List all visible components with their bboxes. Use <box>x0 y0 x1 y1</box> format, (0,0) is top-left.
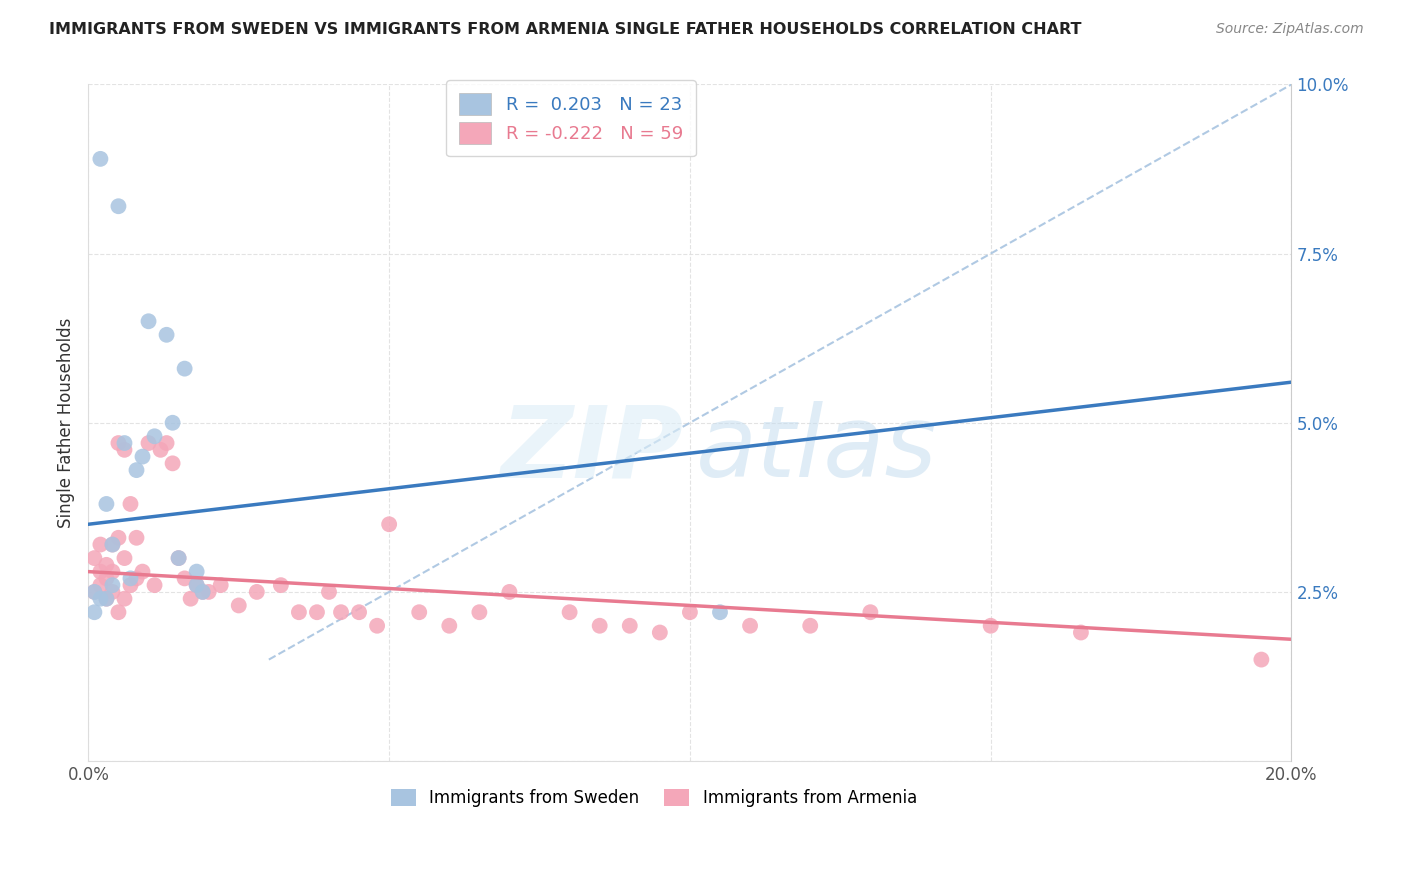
Point <box>318 585 340 599</box>
Point <box>180 591 202 606</box>
Point <box>197 585 219 599</box>
Point <box>305 605 328 619</box>
Point <box>125 571 148 585</box>
Point <box>89 152 111 166</box>
Point <box>143 429 166 443</box>
Point <box>96 591 118 606</box>
Point <box>89 537 111 551</box>
Point <box>107 436 129 450</box>
Point <box>101 537 124 551</box>
Point <box>738 619 761 633</box>
Point <box>96 558 118 572</box>
Point <box>143 578 166 592</box>
Point <box>155 436 177 450</box>
Point <box>679 605 702 619</box>
Point <box>330 605 353 619</box>
Point <box>83 605 105 619</box>
Point <box>83 585 105 599</box>
Point <box>89 591 111 606</box>
Point <box>270 578 292 592</box>
Legend: Immigrants from Sweden, Immigrants from Armenia: Immigrants from Sweden, Immigrants from … <box>384 782 924 814</box>
Point <box>101 578 124 592</box>
Point <box>138 314 160 328</box>
Point <box>83 585 105 599</box>
Point <box>162 456 184 470</box>
Point <box>366 619 388 633</box>
Point <box>101 585 124 599</box>
Point <box>125 463 148 477</box>
Point <box>89 578 111 592</box>
Point <box>114 442 136 457</box>
Point <box>155 327 177 342</box>
Point <box>228 599 250 613</box>
Point <box>96 591 118 606</box>
Point <box>709 605 731 619</box>
Point <box>439 619 461 633</box>
Point <box>120 571 142 585</box>
Point <box>191 585 214 599</box>
Point <box>408 605 430 619</box>
Point <box>468 605 491 619</box>
Point <box>246 585 269 599</box>
Point <box>162 416 184 430</box>
Text: ZIP: ZIP <box>501 401 683 499</box>
Point <box>498 585 520 599</box>
Text: IMMIGRANTS FROM SWEDEN VS IMMIGRANTS FROM ARMENIA SINGLE FATHER HOUSEHOLDS CORRE: IMMIGRANTS FROM SWEDEN VS IMMIGRANTS FRO… <box>49 22 1081 37</box>
Point <box>173 571 195 585</box>
Point <box>191 585 214 599</box>
Point <box>120 578 142 592</box>
Point <box>288 605 311 619</box>
Point <box>149 442 172 457</box>
Point <box>107 199 129 213</box>
Point <box>167 551 190 566</box>
Point <box>558 605 581 619</box>
Point <box>167 551 190 566</box>
Point <box>980 619 1002 633</box>
Point <box>101 565 124 579</box>
Text: atlas: atlas <box>696 401 938 499</box>
Point <box>173 361 195 376</box>
Point <box>96 571 118 585</box>
Point <box>589 619 612 633</box>
Point <box>186 578 208 592</box>
Point <box>83 551 105 566</box>
Point <box>186 578 208 592</box>
Point <box>1070 625 1092 640</box>
Point <box>89 565 111 579</box>
Point <box>186 565 208 579</box>
Text: Source: ZipAtlas.com: Source: ZipAtlas.com <box>1216 22 1364 37</box>
Point <box>114 436 136 450</box>
Point <box>859 605 882 619</box>
Point <box>648 625 671 640</box>
Point <box>125 531 148 545</box>
Point <box>378 517 401 532</box>
Point <box>131 565 153 579</box>
Point <box>138 436 160 450</box>
Point <box>96 497 118 511</box>
Point <box>101 537 124 551</box>
Y-axis label: Single Father Households: Single Father Households <box>58 318 75 528</box>
Point <box>114 591 136 606</box>
Point <box>107 605 129 619</box>
Point <box>131 450 153 464</box>
Point <box>347 605 370 619</box>
Point <box>619 619 641 633</box>
Point <box>114 551 136 566</box>
Point <box>120 497 142 511</box>
Point <box>107 531 129 545</box>
Point <box>799 619 821 633</box>
Point <box>209 578 232 592</box>
Point <box>1250 652 1272 666</box>
